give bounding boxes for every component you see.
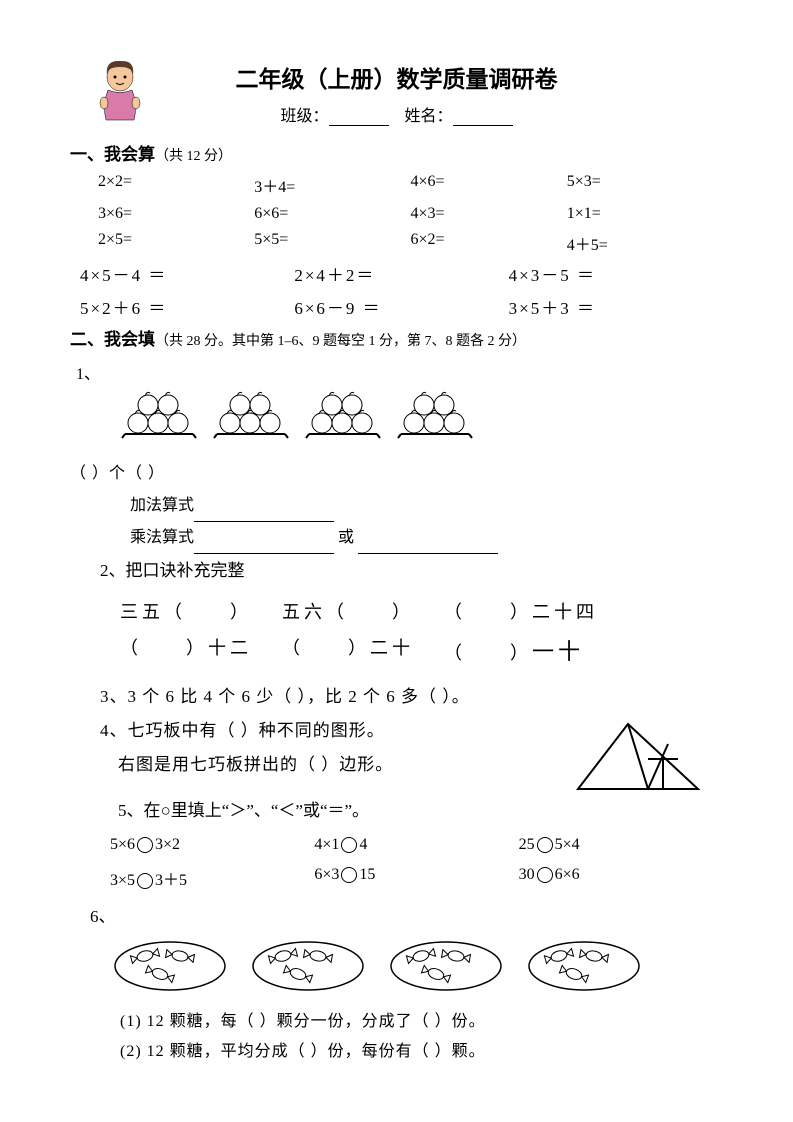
name-label: 姓名： — [405, 108, 453, 125]
calc-item: 6×2= — [411, 231, 567, 255]
q4: 4、七巧板中有（ ）种不同的图形。 右图是用七巧板拼出的（ ）边形。 — [70, 714, 723, 794]
section1-heading: 一、我会算（共 12 分） — [70, 140, 723, 165]
circle-blank[interactable] — [537, 837, 553, 853]
q1-count: （ ）个（ ） — [70, 458, 723, 490]
q2: 2、把口诀补充完整 — [70, 554, 723, 588]
calc-item: 5×2＋6 ＝ — [80, 294, 294, 319]
q1-label: 1、 — [76, 360, 723, 384]
calc-item: 1×1= — [567, 205, 723, 223]
apple-pile-icon — [212, 390, 292, 440]
apple-pile-icon — [120, 390, 200, 440]
q2-label: 2、把口诀补充完整 — [100, 554, 723, 588]
candy-groups — [70, 938, 723, 993]
section2-heading: 二、我会填（共 28 分。其中第 1–6、9 题每空 1 分，第 7、8 题各 … — [70, 325, 723, 350]
calc-item: 3＋4= — [254, 173, 410, 197]
calc-item: 3×5＋3 ＝ — [509, 294, 723, 319]
kouju-item: （ ）一十 — [444, 634, 584, 666]
q2-row1: 三五（ ） 五六（ ） （ ）二十四 — [70, 598, 723, 624]
class-blank[interactable] — [329, 109, 389, 126]
section1-points: （共 12 分） — [155, 149, 232, 164]
kouju-item: （ ）二十四 — [444, 598, 598, 624]
candy-plate-icon — [524, 938, 644, 993]
calc-grid-4col: 2×2= 3＋4= 4×6= 5×3= 3×6= 6×6= 4×3= 1×1= … — [70, 173, 723, 255]
compare-item: 255×4 — [519, 836, 723, 854]
compare-item: 5×63×2 — [110, 836, 314, 854]
q1-mul-label: 乘法算式 — [130, 529, 194, 546]
circle-blank[interactable] — [137, 837, 153, 853]
calc-item: 6×6－9 ＝ — [294, 294, 508, 319]
page-title: 二年级（上册）数学质量调研卷 — [236, 60, 558, 94]
calc-item: 4×3= — [411, 205, 567, 223]
circle-blank[interactable] — [341, 867, 357, 883]
exam-page: 二年级（上册）数学质量调研卷 班级： 姓名： 一、我会算（共 12 分） 2×2… — [0, 0, 793, 1122]
q1-add-label: 加法算式 — [130, 497, 194, 514]
q1-add-blank[interactable] — [194, 505, 334, 522]
class-label: 班级： — [280, 108, 328, 125]
compare-item: 3×53＋5 — [110, 866, 314, 890]
calc-item: 4×5－4 ＝ — [80, 261, 294, 286]
calc-item: 2×2= — [98, 173, 254, 197]
calc-item: 4×3－5 ＝ — [509, 261, 723, 286]
q5-label: 5、在○里填上“＞”、“＜”或“＝”。 — [70, 794, 723, 828]
compare-item: 6×315 — [314, 866, 518, 890]
q6-line1: (1) 12 颗糖，每（ ）颗分一份，分成了（ ）份。 — [120, 1007, 723, 1037]
candy-plate-icon — [248, 938, 368, 993]
q1-answers: （ ）个（ ） 加法算式 乘法算式 或 — [70, 458, 723, 554]
q4-text: 4、七巧板中有（ ）种不同的图形。 右图是用七巧板拼出的（ ）边形。 — [70, 714, 553, 782]
q1-mul-blank1[interactable] — [194, 537, 334, 554]
apple-groups — [70, 390, 723, 440]
calc-item: 3×6= — [98, 205, 254, 223]
calc-item: 5×3= — [567, 173, 723, 197]
circle-blank[interactable] — [137, 873, 153, 889]
circle-blank[interactable] — [341, 837, 357, 853]
compare-item: 4×14 — [314, 836, 518, 854]
calc-item: 4＋5= — [567, 231, 723, 255]
q6-label: 6、 — [70, 900, 723, 934]
kouju-item: 三五（ ） — [120, 598, 252, 624]
q6-subq: (1) 12 颗糖，每（ ）颗分一份，分成了（ ）份。 (2) 12 颗糖，平均… — [70, 1007, 723, 1068]
student-info: 班级： 姓名： — [70, 102, 723, 126]
kouju-item: 五六（ ） — [282, 598, 414, 624]
calc-item: 2×4＋2＝ — [294, 261, 508, 286]
kouju-item: （ ）十二 — [120, 634, 252, 666]
q2-row2: （ ）十二 （ ）二十 （ ）一十 — [70, 634, 723, 666]
teacher-icon — [90, 55, 150, 130]
compare-item: 306×6 — [519, 866, 723, 890]
tangram-icon — [573, 714, 703, 794]
title-row: 二年级（上册）数学质量调研卷 — [70, 60, 723, 94]
q4-line1: 4、七巧板中有（ ）种不同的图形。 — [100, 714, 553, 748]
calc-grid-3col: 4×5－4 ＝ 2×4＋2＝ 4×3－5 ＝ 5×2＋6 ＝ 6×6－9 ＝ 3… — [70, 261, 723, 319]
kouju-item: （ ）二十 — [282, 634, 414, 666]
q4-line2: 右图是用七巧板拼出的（ ）边形。 — [100, 748, 553, 782]
q1-mul-blank2[interactable] — [358, 537, 498, 554]
candy-plate-icon — [386, 938, 506, 993]
q6-line2: (2) 12 颗糖，平均分成（ ）份，每份有（ ）颗。 — [120, 1037, 723, 1067]
calc-item: 5×5= — [254, 231, 410, 255]
q1-or: 或 — [338, 529, 354, 546]
section2-title: 二、我会填 — [70, 330, 155, 349]
q3: 3、3 个 6 比 4 个 6 少（ ），比 2 个 6 多（ ）。 — [70, 680, 723, 714]
section2-points: （共 28 分。其中第 1–6、9 题每空 1 分，第 7、8 题各 2 分） — [155, 334, 526, 349]
candy-plate-icon — [110, 938, 230, 993]
calc-item: 4×6= — [411, 173, 567, 197]
apple-pile-icon — [396, 390, 476, 440]
circle-blank[interactable] — [537, 867, 553, 883]
calc-item: 2×5= — [98, 231, 254, 255]
calc-item: 6×6= — [254, 205, 410, 223]
name-blank[interactable] — [453, 109, 513, 126]
apple-pile-icon — [304, 390, 384, 440]
section1-title: 一、我会算 — [70, 145, 155, 164]
q5-grid: 5×63×2 4×14 255×4 3×53＋5 6×315 306×6 — [70, 836, 723, 890]
